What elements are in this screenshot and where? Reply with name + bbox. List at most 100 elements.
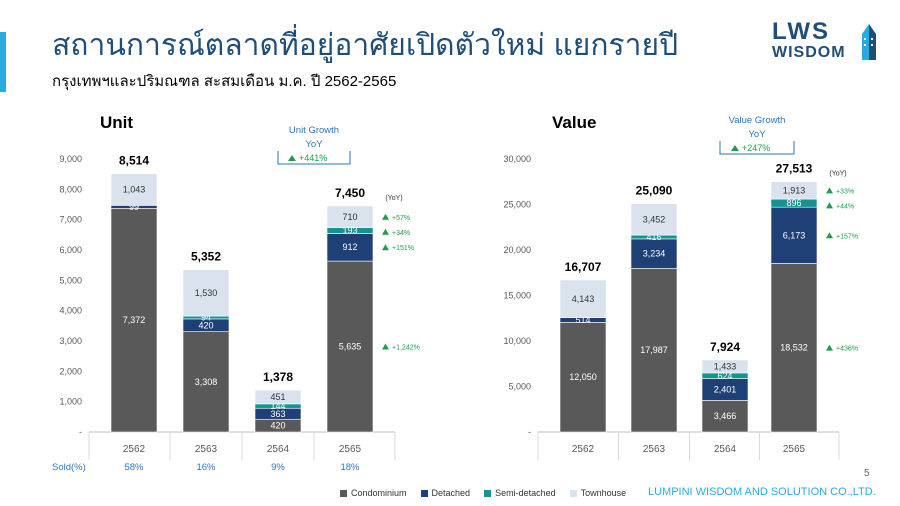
slide-subtitle: กรุงเทพฯและปริมณฑล สะสมเดือน ม.ค. ปี 256…: [52, 73, 397, 90]
triangle-up-icon: [826, 187, 833, 194]
triangle-up-icon: [382, 213, 389, 220]
y-tick-label: 30,000: [503, 154, 531, 164]
bar-total-label: 27,513: [776, 162, 813, 176]
growth-box-subtitle: YoY: [748, 129, 766, 140]
bar-total-label: 7,924: [710, 340, 740, 354]
data-label: 514: [575, 315, 590, 325]
yoy-header: (YoY): [829, 171, 846, 178]
data-label: 420: [270, 421, 285, 431]
triangle-up-icon: [382, 244, 389, 251]
data-label: 12,050: [569, 372, 597, 382]
bar-total-label: 16,707: [565, 260, 602, 274]
yoy-value: +151%: [392, 245, 414, 252]
bar-total-label: 8,514: [119, 154, 149, 168]
growth-box-title: Unit Growth: [289, 125, 339, 136]
footer-company: LUMPINI WISDOM AND SOLUTION CO.,LTD.: [648, 486, 876, 498]
accent-bar: [0, 32, 6, 92]
data-label: 710: [342, 212, 357, 222]
bar-segment-townhouse: [182, 269, 230, 317]
y-tick-label: -: [528, 427, 531, 437]
y-tick-label: 5,000: [59, 275, 82, 285]
building-icon: [862, 24, 876, 60]
x-tick-label: 2564: [267, 444, 290, 455]
triangle-up-icon: [382, 343, 389, 350]
triangle-up-icon: [826, 344, 833, 351]
x-tick-label: 2565: [339, 444, 362, 455]
legend-item-semi-detached: Semi-detached: [484, 488, 556, 498]
company-logo: LWS WISDOM: [768, 18, 880, 66]
legend-label: Condominium: [351, 488, 407, 498]
triangle-up-icon: [382, 228, 389, 235]
sold-value: 9%: [271, 462, 285, 473]
data-label: 363: [270, 409, 285, 419]
sold-value: 18%: [340, 462, 360, 473]
yoy-value: +44%: [836, 203, 854, 210]
triangle-up-icon: [826, 202, 833, 209]
y-tick-label: 2,000: [59, 366, 82, 376]
bar-segment-townhouse: [559, 279, 607, 318]
data-label: 3,308: [195, 377, 218, 387]
data-label: 451: [270, 392, 285, 402]
x-tick-label: 2564: [714, 444, 737, 455]
bar-segment-detached: [630, 238, 678, 269]
growth-box-bracket: [719, 141, 795, 155]
data-label: 3,452: [643, 214, 666, 224]
legend-label: Townhouse: [580, 488, 627, 498]
y-tick-label: 7,000: [59, 215, 82, 225]
yoy-value: +436%: [836, 346, 858, 353]
data-label: 912: [342, 242, 357, 252]
growth-box-title: Value Growth: [729, 115, 786, 126]
slide-title: สถานการณ์ตลาดที่อยู่อาศัยเปิดตัวใหม่ แยก…: [52, 29, 679, 62]
y-tick-label: 1,000: [59, 397, 82, 407]
triangle-up-icon: [826, 232, 833, 239]
data-label: 896: [786, 198, 801, 208]
chart-legend: Condominium Detached Semi-detached Townhous…: [340, 488, 626, 498]
growth-box-bracket: [277, 151, 351, 165]
bar-segment-townhouse: [326, 205, 374, 228]
data-label: 6,173: [783, 230, 806, 240]
bar-total-label: 1,378: [263, 370, 293, 384]
bar-segment-condominium: [110, 208, 158, 433]
yoy-value: +33%: [836, 188, 854, 195]
x-tick-label: 2562: [572, 444, 595, 455]
legend-item-detached: Detached: [420, 488, 470, 498]
bar-segment-detached: [326, 233, 374, 262]
growth-box-value: +247%: [742, 143, 770, 153]
data-label: 17,987: [640, 345, 668, 355]
bar-segment-townhouse: [254, 389, 302, 405]
data-label: 2,401: [714, 385, 737, 395]
data-label: 3,466: [714, 411, 737, 421]
growth-box-subtitle: YoY: [305, 139, 323, 150]
data-label: 99: [129, 202, 139, 212]
data-label: 1,530: [195, 288, 218, 298]
y-tick-label: 8,000: [59, 184, 82, 194]
sold-label: Sold(%): [52, 462, 86, 473]
yoy-value: +1,242%: [392, 345, 420, 352]
data-label: 1,043: [123, 185, 146, 195]
y-tick-label: 10,000: [503, 336, 531, 346]
bar-total-label: 7,450: [335, 186, 365, 200]
x-tick-label: 2565: [783, 444, 806, 455]
triangle-up-icon: [288, 155, 296, 161]
yoy-value: +57%: [392, 215, 410, 222]
chart-title: Value: [552, 113, 596, 132]
data-label: 193: [342, 225, 357, 235]
page-number: 5: [864, 468, 870, 479]
data-label: 7,372: [123, 315, 146, 325]
x-tick-label: 2563: [195, 444, 218, 455]
y-tick-label: 25,000: [503, 200, 531, 210]
data-label: 416: [646, 232, 661, 242]
bar-total-label: 5,352: [191, 250, 221, 264]
legend-swatch: [340, 489, 347, 497]
logo-text-top: LWS: [772, 18, 830, 45]
y-tick-label: -: [79, 427, 82, 437]
bar-segment-condominium: [326, 260, 374, 433]
y-tick-label: 9,000: [59, 154, 82, 164]
bar-total-label: 25,090: [636, 184, 673, 198]
y-tick-label: 15,000: [503, 291, 531, 301]
data-label: 5,635: [339, 342, 362, 352]
sold-value: 58%: [124, 462, 144, 473]
y-tick-label: 5,000: [508, 382, 531, 392]
legend-item-condominium: Condominium: [340, 488, 407, 498]
